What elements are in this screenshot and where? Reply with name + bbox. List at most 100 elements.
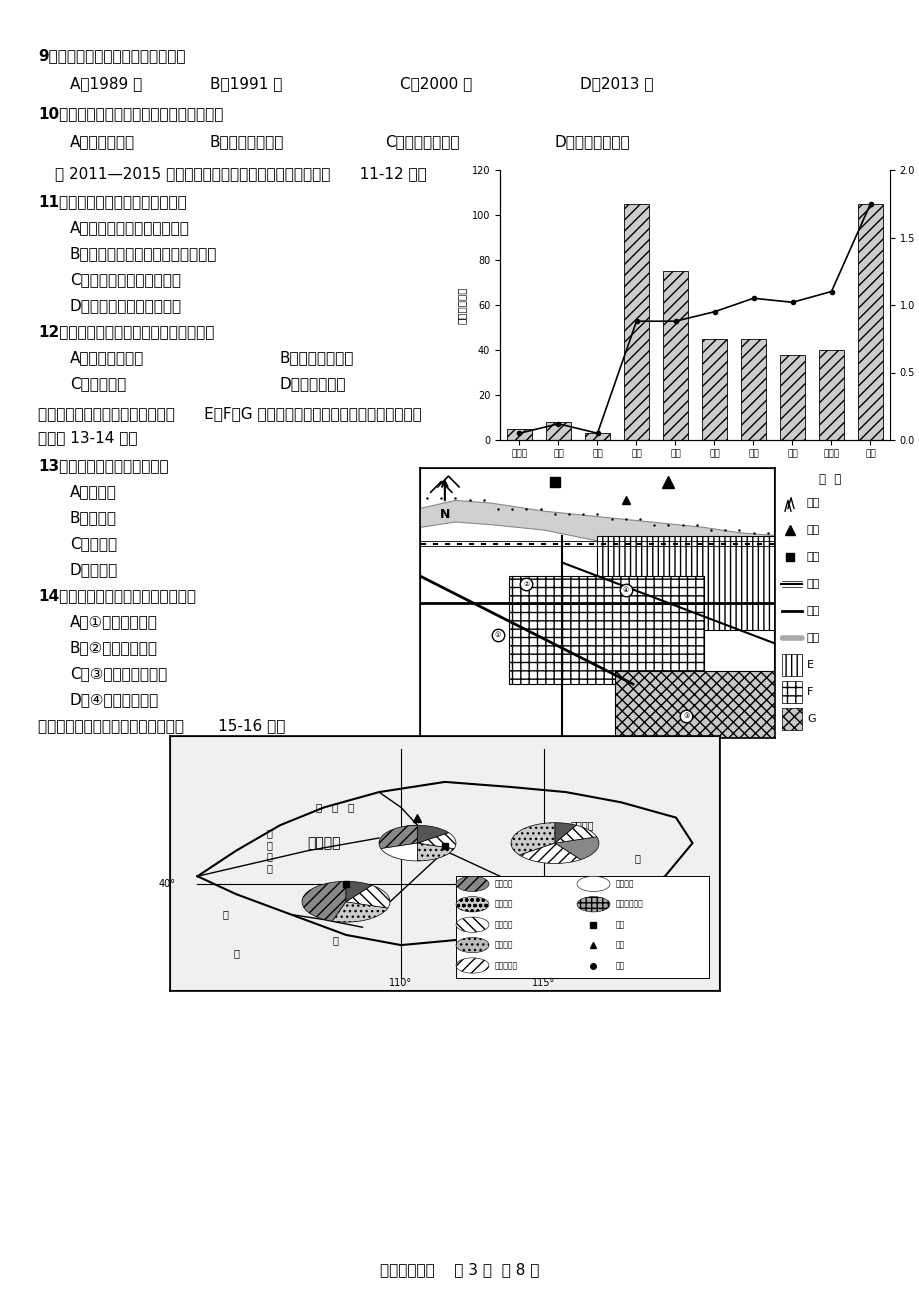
Text: 高三地理试卷    第 3 页  共 8 页: 高三地理试卷 第 3 页 共 8 页 — [380, 1262, 539, 1277]
Bar — [545, 422, 571, 440]
Text: 40°: 40° — [159, 879, 176, 889]
Text: D．④建污水处理厂: D．④建污水处理厂 — [70, 691, 159, 707]
Text: A．①建高级住宅区: A．①建高级住宅区 — [70, 615, 158, 629]
Text: 陕: 陕 — [332, 935, 337, 945]
Wedge shape — [417, 844, 454, 861]
Text: A．地转偏向力: A．地转偏向力 — [70, 134, 135, 148]
Bar — [508, 575, 703, 684]
Legend: 增量（万人）, 增幅: 增量（万人）, 增幅 — [630, 519, 758, 538]
Text: C．正西风: C．正西风 — [70, 536, 117, 551]
Text: 冶金工业: 冶金工业 — [494, 940, 513, 949]
Bar — [779, 354, 804, 440]
Bar — [781, 681, 801, 703]
Text: 宁: 宁 — [233, 948, 239, 958]
Circle shape — [456, 897, 489, 911]
Text: 读我国某区域城市工业结构图，完成       15-16 题。: 读我国某区域城市工业结构图，完成 15-16 题。 — [38, 717, 285, 733]
Text: 赤: 赤 — [634, 853, 640, 863]
Text: B．沿海省份人口增量明显大于内陆: B．沿海省份人口增量明显大于内陆 — [70, 246, 217, 260]
Wedge shape — [346, 885, 390, 907]
Bar — [662, 271, 687, 440]
Text: 鄂尔多斯: 鄂尔多斯 — [323, 894, 346, 904]
Text: B．1991 年: B．1991 年 — [210, 76, 282, 91]
Wedge shape — [380, 844, 417, 861]
Bar — [596, 535, 774, 630]
Text: B．②建休闲娱乐场: B．②建休闲娱乐场 — [70, 641, 158, 655]
Text: 11．对图中省份人口叙述正确的是: 11．对图中省份人口叙述正确的是 — [38, 194, 187, 210]
Bar — [584, 434, 609, 440]
Text: 9．该河段河道变宽最明显的年份是: 9．该河段河道变宽最明显的年份是 — [38, 48, 186, 62]
Wedge shape — [332, 902, 388, 922]
Text: C．③建大型仓储中心: C．③建大型仓储中心 — [70, 667, 167, 681]
Text: 图完成 13-14 题。: 图完成 13-14 题。 — [38, 430, 137, 445]
Wedge shape — [510, 823, 554, 855]
Bar — [857, 203, 882, 440]
Text: 14．若在图中各点布局，不合理的是: 14．若在图中各点布局，不合理的是 — [38, 589, 196, 603]
Circle shape — [456, 876, 489, 892]
Text: D．降水年际变化: D．降水年际变化 — [554, 134, 630, 148]
Text: 河流: 河流 — [806, 633, 820, 643]
Wedge shape — [554, 837, 598, 859]
Text: ②: ② — [523, 581, 529, 587]
Text: A．东南风: A．东南风 — [70, 484, 117, 499]
Text: D．正北风: D．正北风 — [70, 562, 119, 577]
Text: 115°: 115° — [532, 978, 555, 988]
Bar — [456, 876, 709, 978]
Text: 机械制造业: 机械制造业 — [494, 961, 517, 970]
Bar — [740, 339, 766, 440]
Wedge shape — [417, 825, 448, 844]
Text: 铁路: 铁路 — [806, 579, 820, 589]
Wedge shape — [301, 881, 346, 921]
Text: 12．东北三省人口增幅较低的根本原因是: 12．东北三省人口增幅较低的根本原因是 — [38, 324, 214, 339]
Text: 10．导致该河段河道宽窄变化的主要原因是: 10．导致该河段河道宽窄变化的主要原因是 — [38, 105, 223, 121]
Text: 公路: 公路 — [806, 607, 820, 616]
Text: 纺织工业: 纺织工业 — [494, 921, 513, 930]
Text: F: F — [806, 687, 812, 697]
Text: B．生态环境恶化: B．生态环境恶化 — [279, 350, 354, 365]
Wedge shape — [554, 823, 575, 844]
Text: ①: ① — [494, 633, 501, 638]
Y-axis label: 增量（万人）: 增量（万人） — [456, 286, 466, 324]
Text: A．人口出生率低: A．人口出生率低 — [70, 350, 144, 365]
Text: G: G — [806, 713, 815, 724]
Text: 能源工业: 能源工业 — [494, 879, 513, 888]
Text: B．西北风: B．西北风 — [70, 510, 117, 525]
Circle shape — [576, 897, 609, 911]
Text: 110°: 110° — [389, 978, 412, 988]
Text: C．资源枯竭: C．资源枯竭 — [70, 376, 126, 391]
Text: 内   蒙   古: 内 蒙 古 — [315, 802, 354, 812]
Bar — [506, 428, 531, 440]
Text: E: E — [806, 660, 813, 671]
Text: 呼和浩特: 呼和浩特 — [570, 820, 594, 831]
Text: ③: ③ — [683, 713, 688, 720]
Text: A．人口增量大的省份增幅大: A．人口增量大的省份增幅大 — [70, 220, 189, 234]
Text: 煾炭: 煾炭 — [615, 921, 624, 930]
Text: 电子信息工业: 电子信息工业 — [615, 900, 642, 909]
Text: 煾矿: 煾矿 — [806, 552, 820, 562]
Circle shape — [456, 917, 489, 932]
Polygon shape — [420, 500, 774, 562]
Text: B．全球气候变暖: B．全球气候变暖 — [210, 134, 284, 148]
Wedge shape — [346, 881, 371, 902]
Text: 铁矿: 铁矿 — [615, 940, 624, 949]
Text: 乳制品业: 乳制品业 — [615, 879, 633, 888]
Text: 13．该市主导风向最不可能是: 13．该市主导风向最不可能是 — [38, 458, 168, 473]
Text: 稀土: 稀土 — [615, 961, 624, 970]
Text: 河套平原: 河套平原 — [307, 836, 340, 850]
Circle shape — [456, 958, 489, 973]
Text: N: N — [439, 509, 449, 522]
Wedge shape — [379, 825, 417, 849]
Text: D．2013 年: D．2013 年 — [579, 76, 652, 91]
Circle shape — [456, 937, 489, 953]
Text: C．辽宁人口总量大于甘肃: C．辽宁人口总量大于甘肃 — [70, 272, 181, 286]
Text: 化学工业: 化学工业 — [494, 900, 513, 909]
Text: C．上游毁林开荒: C．上游毁林开荒 — [384, 134, 459, 148]
Wedge shape — [417, 832, 456, 849]
Text: C．2000 年: C．2000 年 — [400, 76, 471, 91]
Text: 图  例: 图 例 — [818, 474, 840, 487]
Bar — [781, 708, 801, 730]
Text: D．浙江人口总量大于江苏: D．浙江人口总量大于江苏 — [70, 298, 182, 312]
Bar — [615, 671, 774, 738]
Text: 河
套
平
原: 河 套 平 原 — [266, 828, 272, 874]
Text: 下图为某城市功能区示意图，其中      E、F、G 表示主要功能区，城市布局相对合理，读: 下图为某城市功能区示意图，其中 E、F、G 表示主要功能区，城市布局相对合理，读 — [38, 406, 421, 421]
Text: 读 2011—2015 年我国部分省份人口增量和增幅图，完成      11-12 题。: 读 2011—2015 年我国部分省份人口增量和增幅图，完成 11-12 题。 — [55, 165, 426, 181]
